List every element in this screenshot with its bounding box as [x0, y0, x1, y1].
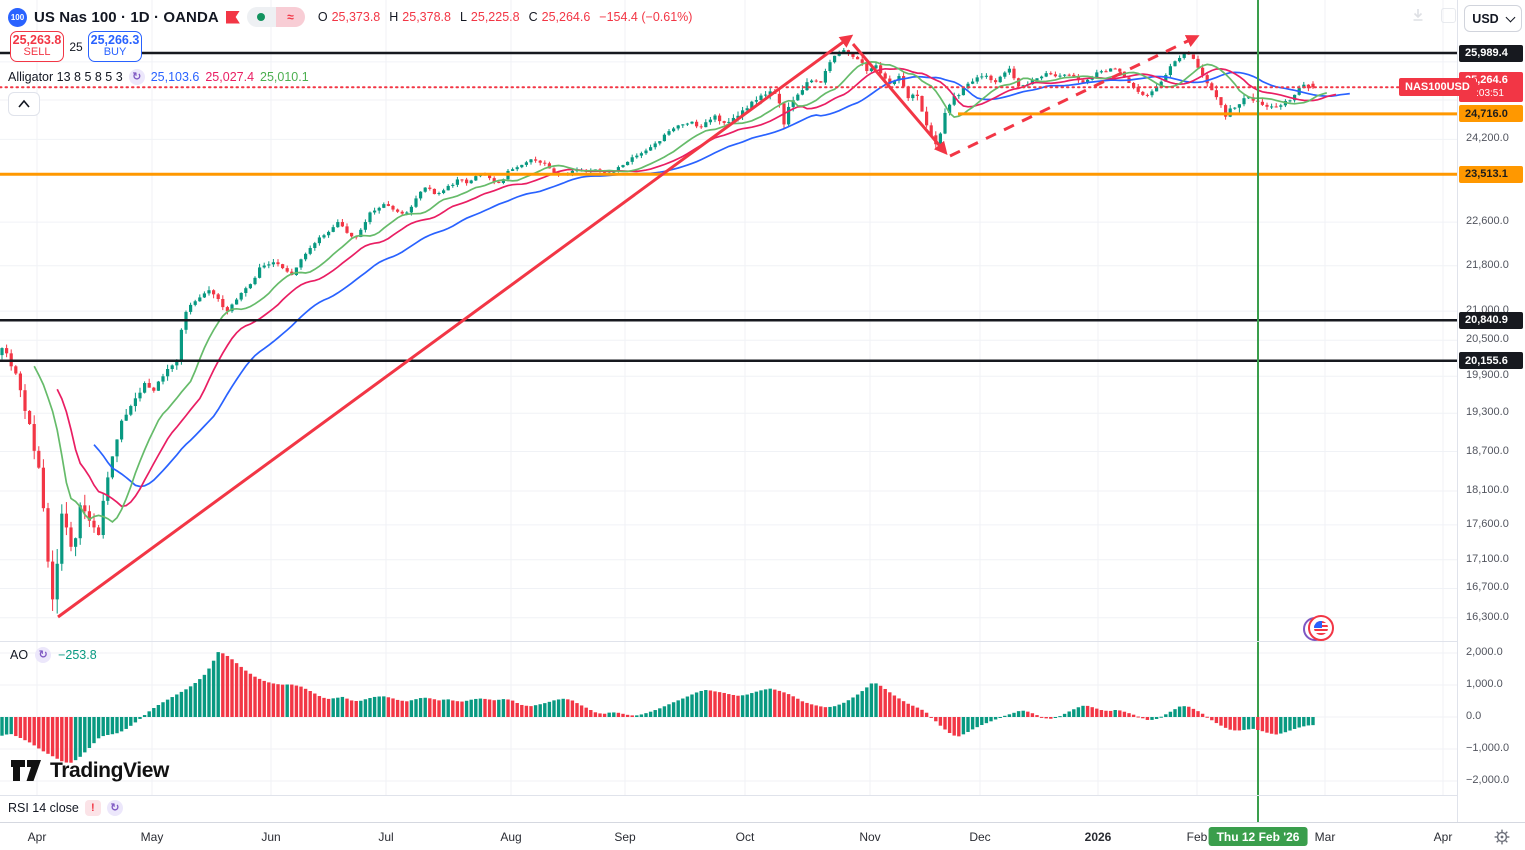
change-value: −154.4 (−0.61%) — [599, 10, 693, 24]
price-tick: 17,600.0 — [1466, 517, 1509, 530]
maximize-pane-icon[interactable] — [1441, 8, 1456, 23]
ao-tick: 1,000.0 — [1466, 678, 1503, 690]
ao-tick: 2,000.0 — [1466, 646, 1503, 658]
sell-price: 25,263.8 — [12, 33, 62, 48]
price-level-label: 25,989.4 — [1459, 44, 1523, 62]
alligator-teeth-value: 25,027.4 — [205, 70, 255, 84]
time-axis-label: Dec — [969, 830, 991, 844]
symbol-legend: 100 US Nas 100 · 1D · OANDA ≈ O 25,373.8 … — [8, 6, 692, 28]
open-value: 25,373.8 — [331, 10, 381, 24]
error-icon: ! — [84, 800, 101, 816]
delayed-data-icon: ≈ — [275, 7, 305, 27]
time-axis-label: Jul — [378, 830, 394, 844]
ao-value: −253.8 — [58, 648, 97, 662]
collapse-pane-button[interactable] — [8, 92, 40, 116]
rsi-name: RSI 14 close — [8, 801, 79, 815]
loading-spinner-icon: ↻ — [35, 647, 52, 663]
loading-spinner-icon: ↻ — [128, 69, 145, 85]
price-level-label: 20,840.9 — [1459, 311, 1523, 329]
close-value: 25,264.6 — [541, 10, 591, 24]
pane-separator[interactable] — [0, 795, 1525, 796]
currency-dropdown[interactable]: USD — [1464, 5, 1522, 32]
scroll-to-recent-icon[interactable] — [1410, 7, 1426, 28]
price-tick: 16,700.0 — [1466, 581, 1509, 594]
price-tick: 21,800.0 — [1466, 258, 1509, 271]
symbol-flag-spinner-icon — [1303, 615, 1334, 641]
time-axis-label: May — [140, 830, 164, 844]
time-axis-label: Oct — [735, 830, 755, 844]
ao-tick: −1,000.0 — [1466, 742, 1510, 754]
price-tick: 18,700.0 — [1466, 444, 1509, 457]
gear-icon[interactable] — [1494, 829, 1510, 850]
sell-label: SELL — [23, 46, 51, 59]
price-level-label: 23,513.1 — [1459, 165, 1523, 183]
price-axis[interactable]: 24,200.0 22,600.0 21,800.0 21,000.0 20,500.0… — [1457, 0, 1525, 822]
symbol-title[interactable]: US Nas 100 · 1D · OANDA — [34, 8, 219, 26]
high-key: H — [389, 10, 399, 24]
ao-legend[interactable]: AO ↻ −253.8 — [10, 647, 97, 663]
date-badge: Thu 12 Feb '26 — [1208, 827, 1308, 846]
buy-label: BUY — [103, 46, 127, 59]
high-value: 25,378.8 — [402, 10, 451, 24]
chevron-up-icon — [18, 99, 30, 108]
ao-name: AO — [10, 648, 29, 662]
price-level-label: 24,716.0 — [1459, 105, 1523, 123]
price-level-label: 20,155.6 — [1459, 352, 1523, 370]
price-tick: 24,200.0 — [1466, 132, 1509, 145]
loading-spinner-icon: ↻ — [106, 800, 123, 816]
time-axis-label: Feb — [1186, 830, 1208, 844]
price-tick: 16,300.0 — [1466, 610, 1509, 623]
alligator-lips-value: 25,010.1 — [260, 70, 309, 84]
low-value: 25,225.8 — [470, 10, 520, 24]
symbol-logo-icon: 100 — [8, 7, 27, 27]
time-axis[interactable]: Thu 12 Feb '26 Apr May Jun Jul Aug Sep Oct Nov D… — [0, 822, 1525, 850]
alligator-legend[interactable]: Alligator 13 8 5 8 5 3 ↻ 25,103.6 25,027… — [8, 69, 309, 85]
time-axis-label: Jun — [261, 830, 281, 844]
market-open-dot-icon — [246, 7, 276, 27]
pane-separator[interactable] — [0, 641, 1525, 642]
buy-price: 25,266.3 — [90, 33, 140, 48]
time-axis-label: Apr — [1433, 830, 1453, 844]
market-status-pill[interactable]: ≈ — [246, 7, 305, 27]
rsi-legend[interactable]: RSI 14 close ! ↻ — [8, 800, 123, 816]
flag-icon[interactable] — [225, 10, 240, 24]
close-key: C — [528, 10, 538, 24]
spread-value: 25 — [64, 34, 88, 59]
ao-tick: −2,000.0 — [1466, 774, 1510, 786]
time-axis-label: Aug — [500, 830, 522, 844]
price-tick: 20,500.0 — [1466, 333, 1509, 346]
time-axis-label: Apr — [27, 830, 47, 844]
ohlc-values: O 25,373.8 H 25,378.8 L 25,225.8 C 25,264.6 … — [318, 10, 693, 24]
open-key: O — [317, 10, 328, 24]
time-axis-label: 2026 — [1084, 830, 1112, 844]
alligator-name: Alligator 13 8 5 8 5 3 — [8, 70, 123, 84]
low-key: L — [459, 10, 467, 24]
buy-sell-widget: 25,263.8 SELL 25 25,266.3 BUY — [10, 31, 142, 62]
price-tick: 17,100.0 — [1466, 552, 1509, 565]
chevron-down-icon — [1505, 12, 1516, 22]
time-axis-label: Mar — [1314, 830, 1336, 844]
tradingview-logo[interactable]: TradingView — [10, 759, 169, 783]
time-axis-label: Sep — [614, 830, 636, 844]
sell-button[interactable]: 25,263.8 SELL — [10, 31, 64, 62]
tradingview-logo-icon — [11, 760, 41, 781]
buy-button[interactable]: 25,266.3 BUY — [88, 31, 142, 62]
ao-tick: 0.0 — [1466, 710, 1482, 722]
alligator-jaw-value: 25,103.6 — [150, 70, 200, 84]
currency-value: USD — [1472, 11, 1499, 26]
time-axis-label: Nov — [859, 830, 881, 844]
price-tick: 18,100.0 — [1466, 483, 1509, 496]
tradingview-wordmark: TradingView — [50, 759, 169, 782]
price-tick: 22,600.0 — [1466, 215, 1509, 228]
price-line-symbol-tag: NAS100USD — [1399, 78, 1476, 97]
price-tick: 19,900.0 — [1466, 369, 1509, 382]
price-tick: 19,300.0 — [1466, 406, 1509, 419]
